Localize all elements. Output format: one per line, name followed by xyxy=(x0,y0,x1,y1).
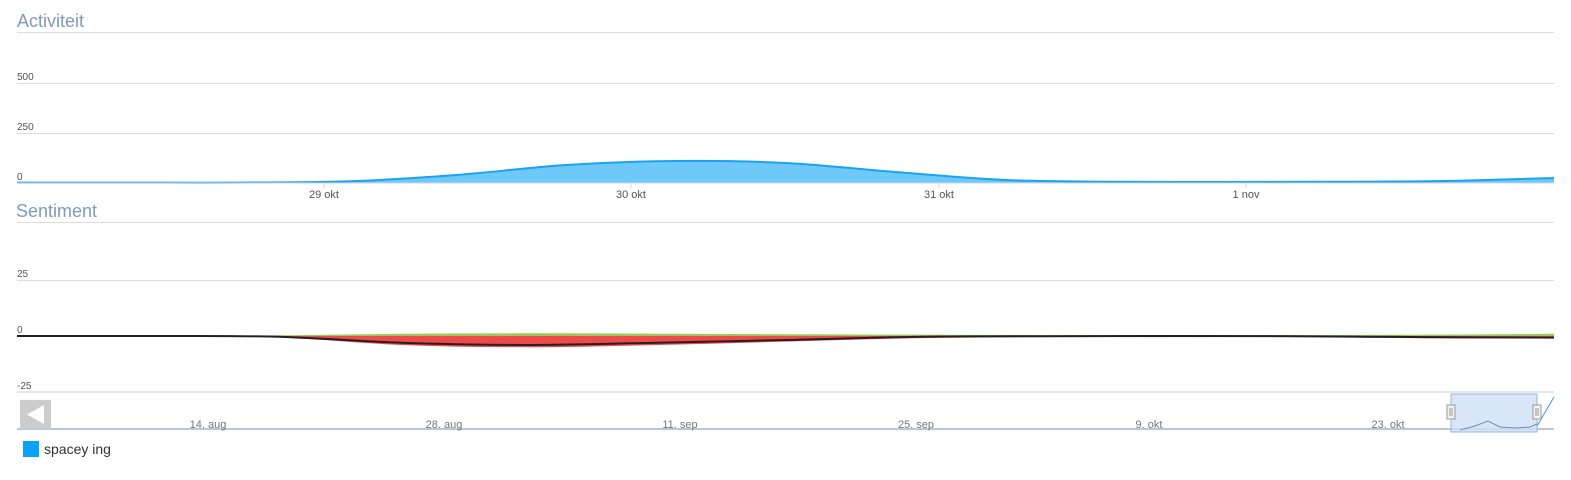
activity-y-axis: 0 250 500 xyxy=(17,72,34,183)
activity-y-tick: 0 xyxy=(17,172,23,183)
activity-plot-area xyxy=(17,159,1555,184)
activity-grid xyxy=(17,32,1554,134)
activity-x-tick: 29 okt xyxy=(309,189,339,201)
navigator-tick: 25. sep xyxy=(898,419,934,431)
navigator-outside-series xyxy=(1536,396,1555,427)
legend-swatch xyxy=(23,441,39,457)
activity-x-tick: 31 okt xyxy=(924,189,954,201)
activity-chart-title: Activiteit xyxy=(17,11,85,31)
navigator-selected-range[interactable] xyxy=(1450,393,1538,433)
navigator-right-handle[interactable] xyxy=(1532,404,1542,420)
navigator-left-handle[interactable] xyxy=(1446,404,1456,420)
sentiment-y-tick: 25 xyxy=(17,269,29,280)
scroll-left-button[interactable] xyxy=(20,400,51,429)
activity-x-tick: 30 okt xyxy=(616,189,646,201)
activity-x-tick: 1 nov xyxy=(1233,189,1260,201)
navigator-tick: 23. okt xyxy=(1371,419,1404,431)
sentiment-net-line xyxy=(16,334,1555,346)
sentiment-grid xyxy=(17,222,1554,337)
legend-label: spacey ing xyxy=(44,441,111,457)
navigator-left-handle-box[interactable] xyxy=(1446,404,1456,420)
activity-series-line xyxy=(17,159,1555,184)
activity-area xyxy=(17,160,1554,183)
sentiment-y-tick: -25 xyxy=(17,381,32,392)
sentiment-plot-area xyxy=(16,333,1555,348)
navigator-tick: 14. aug xyxy=(190,419,227,431)
sentiment-y-tick: 0 xyxy=(17,325,23,336)
sentiment-y-axis: -25 0 25 xyxy=(17,269,32,392)
activity-x-axis: 29 okt 30 okt 31 okt 1 nov xyxy=(309,183,1260,201)
navigator-tick: 28. aug xyxy=(426,419,463,431)
activity-y-tick: 250 xyxy=(17,122,34,133)
navigator-tick: 11. sep xyxy=(662,419,697,431)
arrow-left-icon xyxy=(27,405,44,424)
navigator-tick: 9. okt xyxy=(1136,419,1163,431)
navigator-axis: 14. aug 28. aug 11. sep 25. sep 9. okt 23. ok… xyxy=(190,419,1405,431)
legend-item[interactable]: spacey ing xyxy=(23,441,111,457)
navigator-right-handle-box[interactable] xyxy=(1532,404,1542,420)
navigator-range-series xyxy=(1459,420,1538,431)
navigator[interactable]: 14. aug 28. aug 11. sep 25. sep 9. okt 23. ok… xyxy=(17,391,1555,433)
sentiment-area-negative xyxy=(17,335,1554,348)
sentiment-chart-title: Sentiment xyxy=(16,201,98,221)
activity-y-tick: 500 xyxy=(17,72,34,83)
